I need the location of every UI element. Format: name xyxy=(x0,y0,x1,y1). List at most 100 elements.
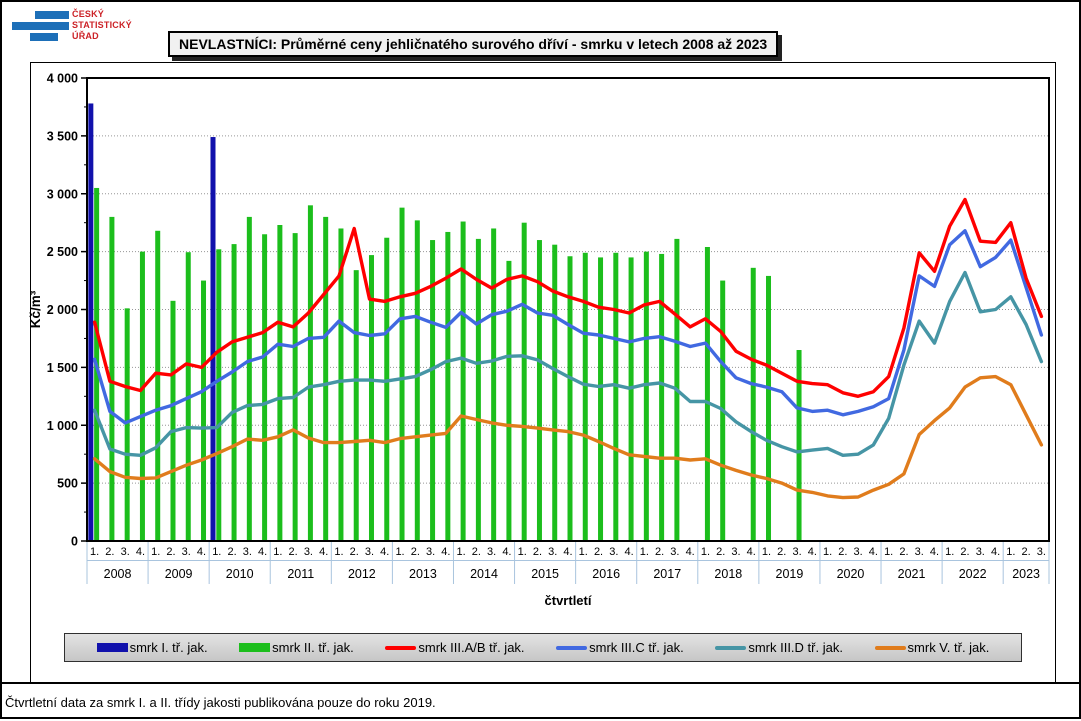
y-tick-label: 4 000 xyxy=(47,72,78,86)
legend-label: smrk II. tř. jak. xyxy=(272,640,354,655)
bar xyxy=(338,228,344,541)
legend-label: smrk V. tř. jak. xyxy=(907,640,990,655)
quarter-label: 4. xyxy=(563,546,572,558)
year-label: 2012 xyxy=(348,567,376,581)
year-label: 2009 xyxy=(165,567,193,581)
y-tick-label: 0 xyxy=(71,535,78,549)
bar xyxy=(414,220,420,541)
legend-label: smrk III.D tř. jak. xyxy=(748,640,843,655)
quarter-label: 1. xyxy=(762,546,771,558)
quarter-label: 1. xyxy=(212,546,221,558)
quarter-label: 4. xyxy=(197,546,206,558)
quarter-label: 2. xyxy=(105,546,114,558)
divider xyxy=(2,682,1081,684)
quarter-label: 1. xyxy=(701,546,710,558)
line-smrk-v-t-jak- xyxy=(92,374,1044,500)
year-label: 2013 xyxy=(409,567,437,581)
legend-item: smrk III.D tř. jak. xyxy=(715,640,843,655)
quarter-label: 1. xyxy=(273,546,282,558)
quarter-label: 1. xyxy=(1006,546,1015,558)
bar xyxy=(796,350,802,541)
year-label: 2015 xyxy=(531,567,559,581)
legend-label: smrk III.C tř. jak. xyxy=(589,640,684,655)
bar xyxy=(210,137,216,541)
quarter-label: 3. xyxy=(731,546,740,558)
quarter-label: 1. xyxy=(518,546,527,558)
quarter-label: 3. xyxy=(487,546,496,558)
quarter-label: 4. xyxy=(991,546,1000,558)
quarter-label: 3. xyxy=(365,546,374,558)
bar xyxy=(766,275,772,541)
quarter-label: 4. xyxy=(686,546,695,558)
quarter-label: 2. xyxy=(655,546,664,558)
quarter-label: 3. xyxy=(854,546,863,558)
year-label: 2023 xyxy=(1012,567,1040,581)
y-tick-label: 2 000 xyxy=(47,303,78,317)
logo-bar-icon xyxy=(35,11,69,19)
quarter-label: 2. xyxy=(289,546,298,558)
quarter-label: 4. xyxy=(136,546,145,558)
quarter-label: 3. xyxy=(792,546,801,558)
legend-label: smrk III.A/B tř. jak. xyxy=(418,640,525,655)
bar xyxy=(598,257,604,541)
legend-item: smrk V. tř. jak. xyxy=(874,640,990,655)
bar xyxy=(323,216,329,541)
bar xyxy=(399,207,405,541)
bar xyxy=(582,252,588,541)
quarter-label: 4. xyxy=(808,546,817,558)
quarter-label: 2. xyxy=(227,546,236,558)
bar xyxy=(353,270,359,541)
logo-text: ČESKÝ STATISTICKÝ ÚŘAD xyxy=(72,9,132,42)
bar xyxy=(704,246,710,541)
y-tick-label: 2 500 xyxy=(47,245,78,259)
quarter-label: 2. xyxy=(533,546,542,558)
quarter-label: 4. xyxy=(869,546,878,558)
bar xyxy=(368,255,374,541)
bar xyxy=(262,234,268,541)
bar xyxy=(567,256,573,541)
y-tick-label: 3 000 xyxy=(47,187,78,201)
legend-label: smrk I. tř. jak. xyxy=(129,640,208,655)
quarter-label: 4. xyxy=(258,546,267,558)
chart-title: NEVLASTNÍCI: Průměrné ceny jehličnatého … xyxy=(168,31,779,57)
quarter-label: 1. xyxy=(90,546,99,558)
legend-swatch-icon xyxy=(239,643,271,652)
quarter-label: 3. xyxy=(304,546,313,558)
bar xyxy=(628,257,634,541)
bar xyxy=(170,300,176,541)
quarter-label: 3. xyxy=(1037,546,1046,558)
legend-swatch-icon xyxy=(96,643,128,652)
logo-bar-icon xyxy=(30,33,58,41)
quarter-label: 3. xyxy=(182,546,191,558)
quarter-label: 1. xyxy=(640,546,649,558)
legend-swatch-icon xyxy=(715,645,747,650)
bar xyxy=(613,252,619,541)
logo-text-line: ÚŘAD xyxy=(72,31,99,41)
line-series xyxy=(92,197,1044,500)
quarter-label: 1. xyxy=(945,546,954,558)
quarter-label: 2. xyxy=(838,546,847,558)
bar xyxy=(384,237,390,542)
bar-series-2 xyxy=(94,187,802,542)
quarter-label: 3. xyxy=(915,546,924,558)
quarter-label: 1. xyxy=(884,546,893,558)
legend-item: smrk I. tř. jak. xyxy=(96,640,208,655)
year-label: 2017 xyxy=(653,567,681,581)
y-axis-title: Kč/m³ xyxy=(28,290,43,328)
quarter-label: 2. xyxy=(472,546,481,558)
quarter-label: 2. xyxy=(716,546,725,558)
chart-frame xyxy=(30,62,1056,683)
bar xyxy=(552,244,558,541)
quarter-label: 4. xyxy=(441,546,450,558)
year-label: 2008 xyxy=(104,567,132,581)
year-label: 2011 xyxy=(287,567,314,581)
quarter-label: 2. xyxy=(899,546,908,558)
year-label: 2021 xyxy=(898,567,926,581)
bar xyxy=(231,244,237,541)
logo-text-line: STATISTICKÝ xyxy=(72,20,132,30)
legend-item: smrk III.A/B tř. jak. xyxy=(385,640,525,655)
bar xyxy=(88,103,94,541)
quarter-label: 3. xyxy=(670,546,679,558)
